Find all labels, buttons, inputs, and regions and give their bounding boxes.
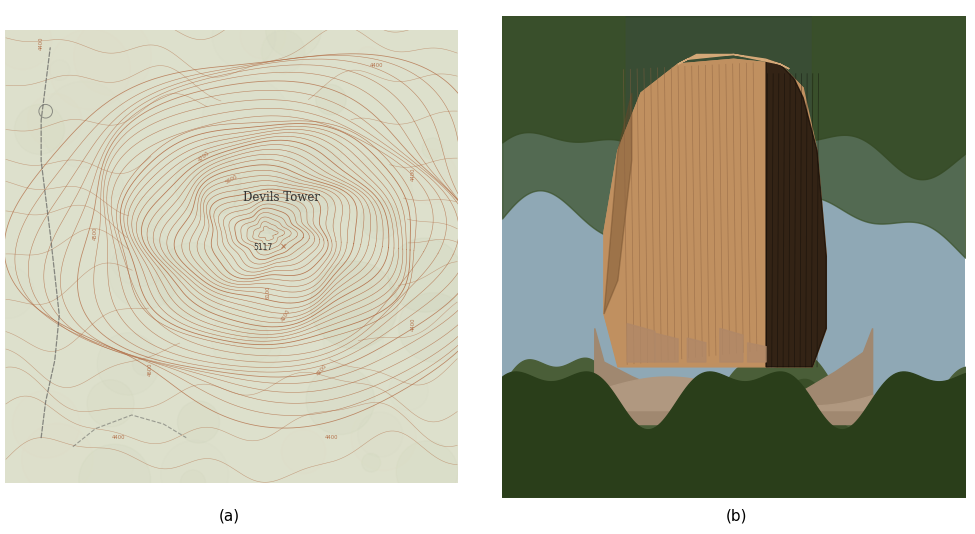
Text: ×: ×	[280, 243, 288, 252]
Polygon shape	[720, 328, 743, 362]
Circle shape	[361, 200, 400, 239]
Circle shape	[175, 151, 241, 217]
Circle shape	[306, 366, 374, 435]
Polygon shape	[687, 338, 706, 362]
Text: 6100: 6100	[265, 286, 270, 300]
Circle shape	[156, 242, 230, 317]
Circle shape	[133, 351, 157, 375]
Circle shape	[289, 122, 342, 176]
Circle shape	[50, 29, 131, 109]
Text: 5000: 5000	[224, 174, 239, 185]
Circle shape	[316, 84, 346, 115]
Circle shape	[180, 470, 206, 495]
Polygon shape	[748, 343, 766, 362]
Circle shape	[177, 401, 219, 443]
Polygon shape	[604, 59, 827, 367]
Circle shape	[265, 2, 322, 58]
Text: 4200: 4200	[316, 363, 329, 376]
Text: 5117: 5117	[254, 243, 273, 252]
Circle shape	[248, 324, 268, 344]
Circle shape	[234, 323, 272, 362]
Text: (a): (a)	[218, 508, 240, 523]
Circle shape	[13, 390, 80, 458]
Text: 4600: 4600	[147, 363, 152, 376]
Polygon shape	[604, 59, 812, 362]
Circle shape	[310, 261, 398, 349]
Text: 4400: 4400	[111, 435, 125, 440]
Circle shape	[399, 293, 468, 362]
Circle shape	[79, 444, 150, 516]
Circle shape	[193, 137, 270, 213]
Polygon shape	[595, 328, 873, 425]
Text: (b): (b)	[725, 508, 747, 523]
Circle shape	[389, 371, 428, 410]
Text: Devils Tower: Devils Tower	[243, 191, 320, 204]
Circle shape	[351, 405, 416, 470]
Text: 4700: 4700	[198, 151, 212, 163]
Circle shape	[109, 223, 173, 286]
Circle shape	[362, 453, 380, 472]
Circle shape	[388, 238, 462, 312]
Circle shape	[21, 423, 93, 495]
Circle shape	[291, 232, 337, 279]
Polygon shape	[655, 333, 679, 362]
Circle shape	[313, 171, 342, 200]
Circle shape	[50, 60, 70, 80]
Circle shape	[161, 441, 228, 508]
Circle shape	[213, 5, 276, 68]
Circle shape	[403, 150, 457, 204]
Polygon shape	[679, 54, 790, 69]
Text: 4200: 4200	[281, 308, 292, 323]
Text: 4400: 4400	[39, 36, 44, 50]
Circle shape	[109, 237, 180, 309]
Circle shape	[282, 429, 326, 474]
Circle shape	[396, 441, 458, 502]
Polygon shape	[627, 324, 655, 362]
Circle shape	[248, 196, 311, 260]
Text: 4400: 4400	[370, 64, 383, 68]
Circle shape	[15, 105, 64, 154]
Text: 4400: 4400	[410, 318, 415, 331]
Circle shape	[276, 144, 345, 213]
Circle shape	[128, 197, 163, 232]
Circle shape	[87, 380, 135, 427]
Polygon shape	[766, 59, 827, 367]
Circle shape	[240, 13, 286, 59]
Circle shape	[422, 138, 444, 159]
Circle shape	[202, 269, 227, 294]
Circle shape	[41, 81, 127, 168]
Polygon shape	[604, 93, 632, 314]
Text: 4400: 4400	[410, 168, 415, 182]
Circle shape	[357, 46, 378, 68]
Text: 4400: 4400	[325, 435, 338, 440]
Text: 4500: 4500	[93, 227, 98, 240]
